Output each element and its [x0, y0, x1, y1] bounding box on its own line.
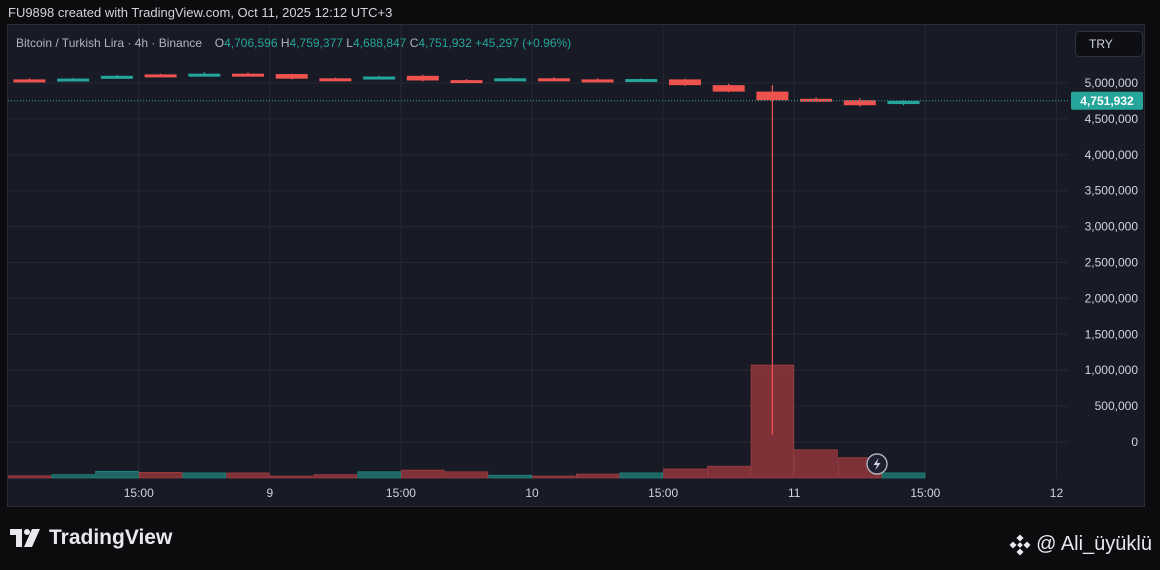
time-tick-label: 12 — [1050, 486, 1064, 500]
volume-bar — [707, 465, 751, 479]
volume-bar — [444, 471, 489, 479]
price-change: +45,297 (+0.96%) — [475, 36, 572, 50]
price-tick-label: 4,500,000 — [1085, 112, 1139, 126]
price-tick-label: 5,000,000 — [1085, 76, 1139, 90]
binance-logo-icon — [1009, 533, 1031, 556]
volume-bar — [401, 469, 445, 479]
candle-body — [57, 78, 90, 82]
candle-body — [537, 78, 570, 82]
time-tick-label: 9 — [267, 486, 274, 500]
high-label: H — [280, 36, 290, 50]
candle-body — [450, 80, 483, 84]
volume-bar — [881, 472, 926, 479]
price-tick-label: 4,000,000 — [1085, 148, 1139, 162]
symbol-legend: Bitcoin / Turkish Lira · 4h · Binance O4… — [16, 36, 571, 50]
candle-body — [625, 79, 658, 83]
volume-bar — [51, 474, 95, 479]
tradingview-logo-icon — [10, 529, 40, 547]
time-tick-label: 10 — [525, 486, 539, 500]
price-tick-label: 3,000,000 — [1085, 220, 1139, 234]
price-chart[interactable]: 5,000,000 4,500,000 4,000,000 3,500,000 3,00… — [8, 25, 1145, 507]
chart-panel[interactable]: 5,000,000 4,500,000 4,000,000 3,500,000 3,00… — [7, 24, 1145, 507]
price-axis[interactable]: 5,000,000 4,500,000 4,000,000 3,500,000 3,00… — [1085, 76, 1139, 449]
high-value: 4,759,377 — [289, 36, 343, 50]
volume-bar — [619, 472, 663, 479]
price-tick-label: 1,500,000 — [1085, 327, 1139, 341]
time-tick-label: 15:00 — [124, 486, 154, 500]
candle-body — [319, 78, 352, 82]
candle-body — [144, 74, 177, 78]
open-label: O — [214, 36, 225, 50]
volume-bar — [95, 470, 139, 479]
symbol-name[interactable]: Bitcoin / Turkish Lira · 4h · Binance — [16, 36, 203, 50]
volume-bar — [663, 468, 707, 479]
candle-body — [275, 74, 308, 79]
volume-bar — [575, 473, 620, 479]
candle-body — [188, 73, 221, 77]
volume-bar — [794, 449, 838, 479]
binance-credit: @ Ali_üyüklü — [1009, 533, 1152, 556]
time-tick-label: 15:00 — [648, 486, 678, 500]
currency-selector-button[interactable]: TRY — [1075, 31, 1143, 57]
credit-handle: @ Ali_üyüklü — [1036, 533, 1152, 555]
candle-body — [406, 75, 439, 81]
time-tick-label: 15:00 — [910, 486, 940, 500]
grid-lines — [8, 25, 1068, 478]
volume-bar — [270, 475, 314, 479]
candle-body — [581, 79, 614, 83]
candle-body — [232, 73, 264, 77]
volume-bar — [357, 471, 401, 479]
low-value: 4,688,847 — [352, 36, 407, 50]
candlestick-series — [13, 72, 920, 436]
candle-body — [843, 100, 876, 106]
volume-bar — [182, 472, 226, 479]
time-tick-label: 15:00 — [386, 486, 416, 500]
price-tick-label: 500,000 — [1095, 399, 1139, 413]
volume-bar — [488, 474, 532, 479]
last-price-marker: 4,751,932 — [8, 91, 1143, 110]
replay-lightning-icon[interactable] — [866, 453, 888, 475]
candle-body — [100, 75, 133, 79]
price-tick-label: 2,500,000 — [1085, 256, 1139, 270]
candle-body — [887, 100, 920, 105]
volume-bar — [226, 472, 270, 479]
open-value: 4,706,596 — [224, 36, 278, 50]
tradingview-logo-text: TradingView — [49, 526, 173, 549]
volume-bar — [532, 475, 576, 479]
close-label: C — [409, 36, 419, 50]
tradingview-logo: TradingView — [10, 526, 172, 550]
candle-body — [712, 85, 745, 92]
time-tick-label: 11 — [788, 486, 801, 500]
close-value: 4,751,932 — [418, 36, 472, 50]
candle-body — [800, 98, 833, 102]
low-label: L — [346, 36, 353, 50]
volume-bar — [138, 472, 183, 479]
candle-body — [363, 76, 396, 80]
volume-histogram — [8, 364, 926, 479]
price-tick-label: 0 — [1131, 435, 1138, 449]
time-axis[interactable]: 15:00 9 15:00 10 15:00 11 15:00 12 — [124, 486, 1064, 500]
price-tick-label: 1,000,000 — [1085, 363, 1139, 377]
chart-attribution: FU9898 created with TradingView.com, Oct… — [8, 5, 393, 20]
candle-body — [13, 79, 46, 83]
last-price-label: 4,751,932 — [1080, 94, 1134, 108]
candle-body — [669, 79, 701, 86]
candle-body — [756, 91, 789, 101]
candle-body — [494, 78, 527, 82]
price-tick-label: 3,500,000 — [1085, 184, 1139, 198]
volume-bar — [8, 475, 52, 479]
last-price-badge — [1071, 91, 1143, 110]
volume-bar — [313, 474, 358, 479]
price-tick-label: 2,000,000 — [1085, 291, 1139, 305]
